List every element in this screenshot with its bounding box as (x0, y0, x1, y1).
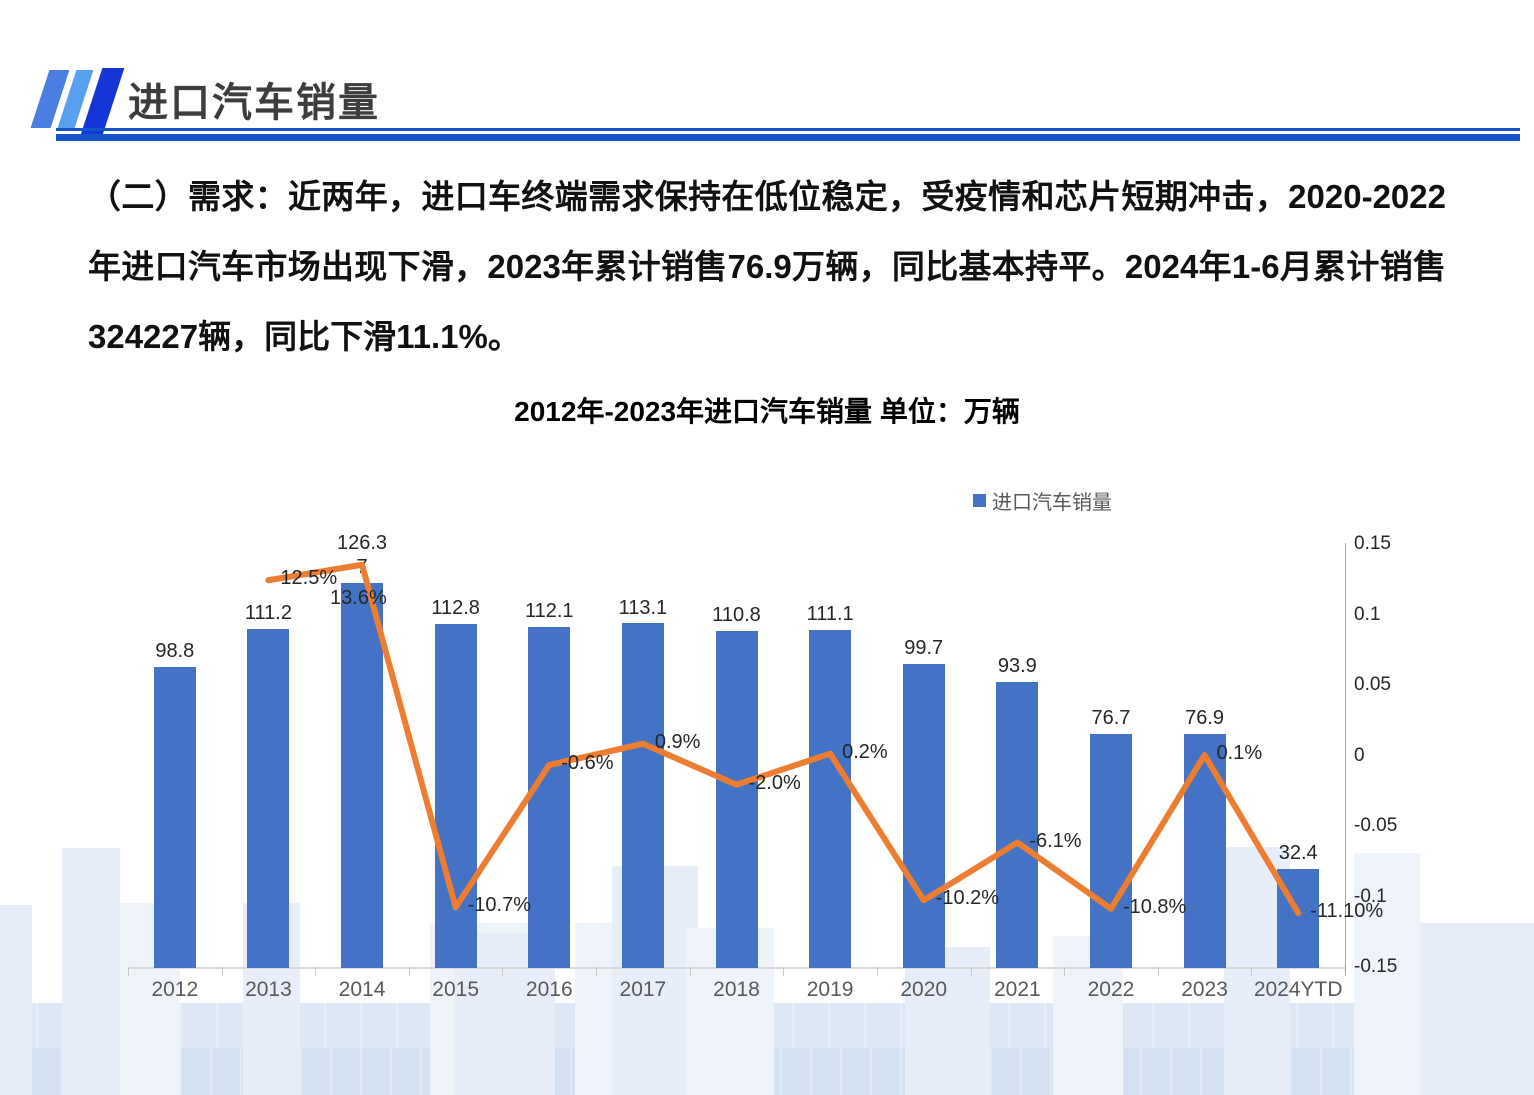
x-axis-tick (1064, 967, 1066, 976)
x-axis-category-label: 2021 (993, 978, 1041, 1001)
bar (902, 664, 945, 968)
right-axis-tick-label: 0.05 (1354, 674, 1391, 695)
line-value-label: 0.2% (842, 740, 888, 763)
chart-legend: 进口汽车销量 (973, 486, 1112, 515)
x-axis-line (128, 967, 1345, 969)
x-axis-category-label: 2013 (245, 978, 292, 1001)
x-axis-category-label: 2012 (151, 978, 199, 1001)
x-axis-category-label: 2022 (1087, 978, 1135, 1001)
x-axis-tick (1251, 967, 1253, 976)
line-value-label: 0.1% (1216, 742, 1263, 765)
bar (247, 629, 290, 968)
line-value-label: -10.8% (1122, 895, 1187, 918)
right-axis-tick-label: 0.1 (1354, 603, 1381, 625)
page-title: 进口汽车销量 (128, 81, 380, 125)
line-value-label: 12.5% (280, 567, 338, 590)
line-value-label: -11.10% (1310, 900, 1384, 922)
bar-value-label: 112.1 (524, 599, 574, 622)
line-value-label: -0.6% (561, 751, 614, 774)
x-axis-category-label: 2020 (900, 978, 948, 1001)
yoy-polyline (265, 561, 1302, 917)
line-value-label: -2.0% (748, 771, 801, 794)
x-axis-tick (970, 967, 972, 976)
line-value-label: -10.7% (467, 894, 532, 917)
bar-value-label: 76.7 (1091, 707, 1131, 730)
bar (715, 630, 758, 968)
bar (434, 624, 477, 968)
x-axis-category-label: 2015 (432, 978, 479, 1001)
x-axis-tick (1157, 967, 1159, 976)
bar (809, 629, 852, 968)
legend-label: 进口汽车销量 (992, 492, 1112, 514)
bar (1089, 734, 1132, 968)
x-axis-tick (128, 967, 129, 976)
x-axis-category-label: 2019 (806, 978, 854, 1001)
x-axis-category-label: 2024YTD (1253, 978, 1343, 1001)
x-axis-category-label: 2016 (525, 978, 573, 1001)
bar-value-label: 99.7 (904, 637, 944, 660)
x-axis-tick (876, 967, 878, 976)
bar-value-label: 113.1 (618, 596, 668, 619)
right-axis-tick-label: -0.15 (1354, 956, 1398, 977)
bar-value-label: 112.8 (431, 597, 480, 620)
bar (621, 623, 664, 968)
x-axis-tick (689, 967, 691, 976)
bar-value-label: 76.9 (1185, 706, 1225, 729)
bar-value-label: 111.1 (806, 602, 854, 625)
bar-value-label: 98.8 (155, 640, 195, 663)
header-underline (56, 134, 1520, 141)
bar (341, 583, 384, 968)
bar (528, 626, 571, 968)
line-value-label: -6.1% (1029, 829, 1082, 852)
bar-value-label: 32.4 (1278, 842, 1318, 865)
bar-value-label: 110.8 (712, 603, 761, 626)
right-axis-line (1345, 543, 1346, 976)
body-paragraph: （二）需求：近两年，进口车终端需求保持在低位稳定，受疫情和芯片短期冲击，2020… (88, 178, 1446, 355)
x-axis-tick (315, 967, 317, 976)
line-value-label: 0.9% (654, 730, 701, 753)
x-axis-tick (596, 967, 598, 976)
skyline-block (1420, 923, 1534, 1095)
x-axis-tick (221, 967, 223, 976)
chart-title: 2012年-2023年进口汽车销量 单位：万辆 (514, 396, 1020, 427)
x-axis-tick (502, 967, 504, 976)
bar (996, 681, 1039, 968)
x-axis-tick (783, 967, 785, 976)
right-axis-tick-label: -0.1 (1354, 885, 1387, 907)
skyline-block (905, 947, 990, 1095)
bar-value-label: 111.2 (244, 602, 292, 625)
skyline-block (0, 905, 32, 1095)
legend-swatch-icon (973, 494, 986, 507)
x-axis-category-label: 2023 (1181, 978, 1228, 1001)
line-value-label: 13.6% (330, 586, 387, 609)
line-value-label: -10.2% (935, 887, 1000, 910)
header-underline (56, 128, 1520, 131)
x-axis-tick (408, 967, 410, 976)
right-axis-tick-label: -0.05 (1354, 815, 1398, 836)
bar-value-label: 93.9 (997, 654, 1037, 677)
right-axis-tick-label: 0 (1354, 744, 1365, 766)
x-axis-category-label: 2017 (619, 978, 667, 1001)
skyline-block (1354, 853, 1420, 1095)
x-axis-category-label: 2014 (338, 978, 386, 1001)
bar (153, 667, 196, 968)
x-axis-category-label: 2018 (713, 978, 760, 1001)
skyline-block (62, 848, 120, 1095)
right-axis-tick-label: 0.15 (1354, 533, 1391, 554)
